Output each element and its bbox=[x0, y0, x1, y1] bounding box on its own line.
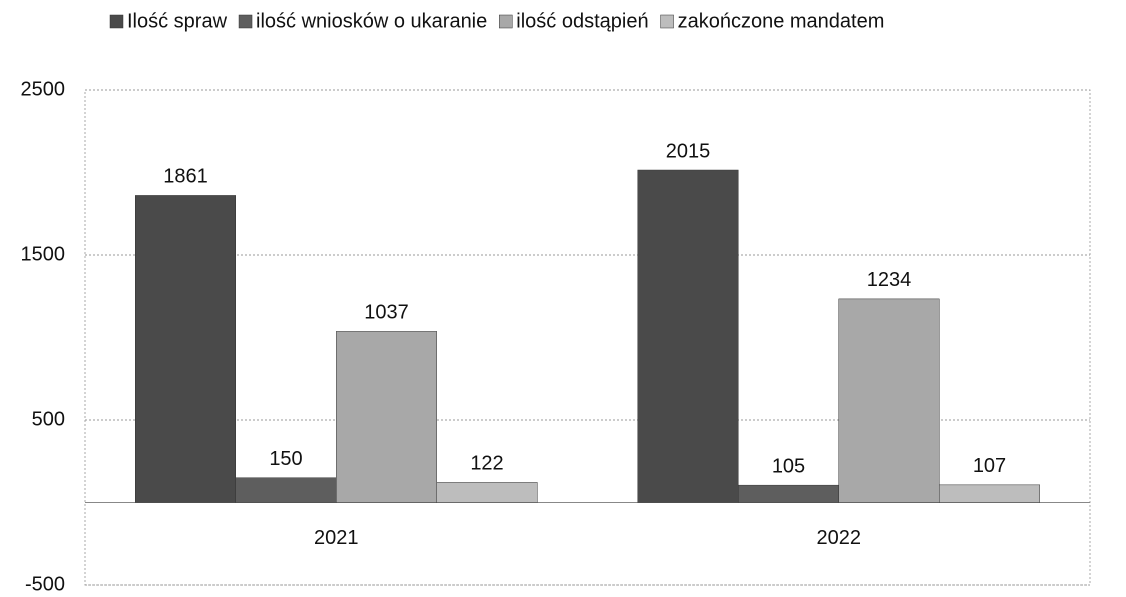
value-label: 105 bbox=[772, 455, 805, 477]
y-tick-label: 1500 bbox=[21, 243, 66, 265]
bar bbox=[436, 482, 538, 503]
value-label: 107 bbox=[973, 455, 1006, 477]
y-tick-label: 500 bbox=[32, 408, 65, 430]
x-tick-label: 2021 bbox=[314, 527, 359, 549]
bar bbox=[838, 298, 940, 503]
legend-label: Ilość spraw bbox=[127, 10, 228, 32]
legend-swatch bbox=[238, 14, 253, 29]
bar bbox=[235, 477, 337, 503]
value-label: 1234 bbox=[867, 269, 912, 291]
value-label: 1037 bbox=[364, 302, 409, 324]
value-label: 150 bbox=[269, 448, 302, 470]
legend-swatch bbox=[499, 14, 513, 29]
bar bbox=[738, 484, 839, 503]
value-label: 122 bbox=[470, 453, 503, 475]
plot-frame bbox=[84, 89, 1091, 586]
y-tick-label: 2500 bbox=[21, 78, 66, 100]
bar bbox=[336, 331, 437, 503]
x-tick-label: 2022 bbox=[817, 527, 862, 549]
bar bbox=[135, 195, 236, 503]
legend-label: zakończone mandatem bbox=[678, 10, 885, 32]
legend-label: ilość odstąpień bbox=[516, 10, 648, 32]
bar bbox=[637, 169, 739, 503]
value-label: 1861 bbox=[163, 166, 208, 188]
y-tick-label: -500 bbox=[25, 573, 65, 595]
legend-swatch bbox=[660, 14, 674, 29]
bar bbox=[939, 484, 1040, 503]
legend-swatch bbox=[109, 14, 124, 29]
value-label: 2015 bbox=[666, 140, 711, 162]
legend-label: ilość wniosków o ukaranie bbox=[256, 10, 487, 32]
